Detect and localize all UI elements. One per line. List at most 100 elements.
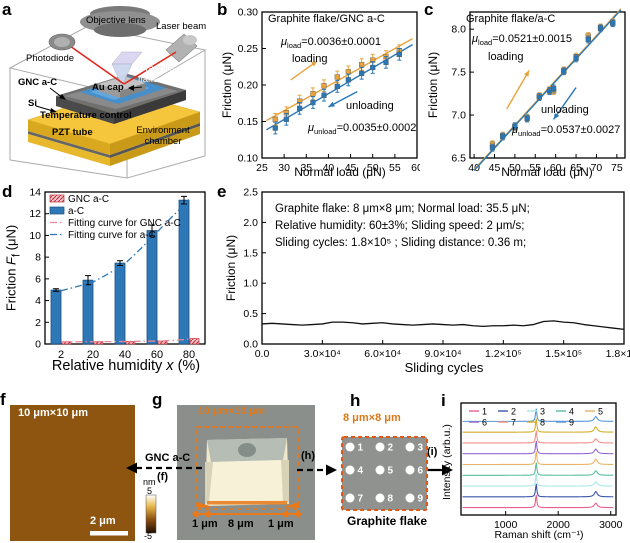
svg-text:4: 4 — [358, 466, 364, 477]
connector-f-ref: (f) — [157, 471, 168, 483]
panel-letter-b: b — [217, 0, 228, 19]
svg-text:25: 25 — [256, 162, 268, 174]
laser-beam-label: Laser beam — [156, 21, 207, 32]
svg-text:0.30: 0.30 — [238, 7, 259, 19]
panel-b-mu-load: μload=0.0036±0.0001 — [281, 36, 381, 50]
objective-lens-label: Objective lens — [86, 15, 146, 26]
svg-text:3: 3 — [540, 407, 545, 417]
panel-letter-c: c — [424, 0, 434, 19]
graphite-flake-label: Graphite flake — [138, 63, 175, 85]
ylabel-pre: Friction — [3, 264, 19, 312]
mu-unload-value: =0.0035±0.0002 — [336, 122, 417, 134]
svg-text:60: 60 — [151, 349, 163, 361]
svg-text:GNC a-C: GNC a-C — [68, 194, 109, 205]
svg-text:0.10: 0.10 — [238, 153, 259, 165]
panel-e-ylabel: Friction (μN) — [224, 234, 238, 302]
mu-symbol: μ — [281, 36, 288, 48]
svg-text:40: 40 — [323, 162, 335, 174]
panel-letter-e: e — [217, 182, 227, 201]
panel-letter-g: g — [152, 390, 163, 409]
panel-c-loading-label: loading — [488, 51, 524, 63]
svg-text:0.20: 0.20 — [238, 80, 259, 92]
panel-f-size-label: 10 μm×10 μm — [18, 407, 89, 419]
svg-text:2000: 2000 — [547, 519, 571, 531]
height-colorbar — [145, 494, 157, 534]
svg-text:0.5: 0.5 — [243, 308, 258, 320]
panel-c-title: Graphite flake/a-C — [466, 13, 556, 25]
svg-text:75: 75 — [611, 162, 623, 174]
svg-text:65: 65 — [570, 162, 582, 174]
photodiode-label: Photodiode — [26, 53, 75, 64]
panel-i-chart: 1000 2000 3000 1 2 3 4 5 6 7 8 9 — [460, 402, 623, 531]
svg-text:1.5×10⁵: 1.5×10⁵ — [545, 348, 582, 360]
probe-flake — [111, 51, 143, 87]
au-cap-label: Au cap — [92, 82, 124, 93]
panel-letter-d: d — [2, 182, 13, 201]
svg-text:14: 14 — [29, 187, 41, 199]
panel-b-xlabel: Normal load (μN) — [294, 165, 386, 179]
svg-text:2.5: 2.5 — [243, 187, 258, 199]
svg-text:30: 30 — [278, 162, 290, 174]
svg-text:40: 40 — [119, 349, 131, 361]
connector-gnc-label: GNC a-C — [145, 452, 191, 464]
laser-source-icon — [165, 33, 198, 63]
afm-image — [10, 405, 135, 541]
svg-text:6.0×10⁴: 6.0×10⁴ — [364, 348, 401, 360]
svg-text:60: 60 — [550, 162, 562, 174]
panel-letter-a: a — [2, 0, 12, 19]
xlabel-var: x — [166, 358, 174, 374]
svg-text:1.0: 1.0 — [243, 278, 258, 290]
panel-letter-f: f — [0, 390, 6, 409]
svg-text:45: 45 — [489, 162, 501, 174]
svg-text:1: 1 — [358, 443, 364, 454]
panel-c-mu-load: μload=0.0521±0.0015 — [472, 33, 572, 47]
connector-h-ref: (h) — [301, 450, 316, 462]
mu-symbol: μ — [512, 124, 519, 136]
svg-text:0.0: 0.0 — [243, 339, 258, 351]
photodiode-icon — [48, 33, 76, 51]
svg-text:2: 2 — [511, 407, 516, 417]
mu-load-value: =0.0521±0.0015 — [492, 33, 572, 45]
svg-text:9: 9 — [569, 418, 574, 428]
svg-text:60: 60 — [411, 162, 420, 174]
mu-symbol: μ — [472, 33, 479, 45]
panel-letter-h: h — [350, 391, 361, 410]
ylabel-var: F — [3, 256, 19, 265]
colorbar-min: -5 — [144, 531, 153, 541]
panel-letter-i: i — [441, 391, 446, 410]
svg-text:8: 8 — [388, 494, 394, 505]
panel-e-conditions-line1: Graphite flake: 8 μm×8 μm; Normal load: … — [275, 203, 530, 215]
svg-text:45: 45 — [345, 162, 357, 174]
panel-h-caption: Graphite flake — [346, 514, 428, 528]
panel-h-map: 1 2 3 4 5 6 7 8 9 — [341, 436, 428, 511]
svg-text:1.8×10⁵: 1.8×10⁵ — [606, 348, 630, 360]
panel-b-loading-label: loading — [292, 53, 328, 65]
panel-e-xlabel: Sliding cycles — [404, 360, 484, 375]
svg-text:3000: 3000 — [599, 519, 623, 531]
xlabel-pre: Relative humidity — [51, 358, 167, 374]
svg-text:10: 10 — [29, 230, 41, 242]
mu-unload-sub: unload — [314, 127, 337, 137]
svg-text:8: 8 — [35, 252, 41, 264]
svg-text:2: 2 — [35, 317, 41, 329]
svg-text:2: 2 — [388, 443, 394, 454]
connector-i-ref: (i) — [427, 446, 438, 458]
ylabel-post: (μN) — [3, 224, 19, 254]
panel-b-mu-unload: μunload=0.0035±0.0002 — [308, 122, 416, 136]
svg-text:80: 80 — [183, 349, 195, 361]
svg-text:1000: 1000 — [494, 519, 518, 531]
panel-c-xlabel: Normal load (μN) — [501, 165, 593, 179]
svg-text:7.5: 7.5 — [451, 67, 466, 79]
si-label: Si — [28, 98, 37, 109]
svg-text:5: 5 — [598, 407, 603, 417]
svg-text:0.25: 0.25 — [238, 43, 259, 55]
panel-e-chart: 0.0 3.0×10⁴ 6.0×10⁴ 9.0×10⁴ 1.2×10⁵ 1.5×10⁵ 1.… — [243, 187, 630, 361]
panel-g-seg-left: 1 μm — [192, 518, 218, 530]
svg-text:4: 4 — [35, 295, 41, 307]
mu-unload-sub: unload — [518, 129, 541, 139]
mu-symbol: μ — [308, 122, 315, 134]
panel-f-afm — [10, 405, 157, 541]
svg-text:9: 9 — [418, 494, 424, 505]
scale-bar — [90, 531, 128, 536]
